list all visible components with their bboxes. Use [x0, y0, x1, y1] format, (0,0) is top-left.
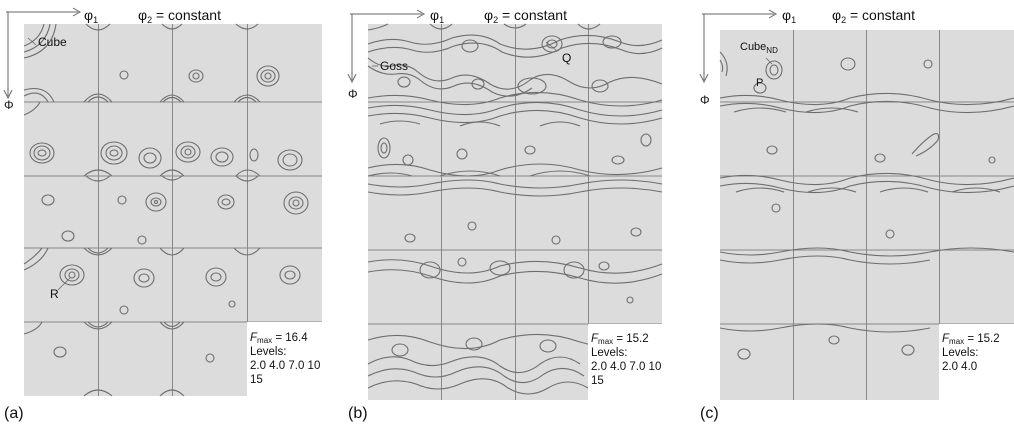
odf-axes-a	[3, 7, 82, 100]
odf-contours-a	[23, 23, 309, 397]
phi2-constant-label-c: φ2 = constant	[832, 7, 915, 25]
levels-title-b: Levels:	[591, 347, 627, 359]
levels-line1-a: 2.0 4.0 7.0 10	[250, 360, 320, 372]
annotation-cube-a: Cube	[38, 35, 67, 49]
odf-panel-b: φ1 φ2 = constant Φ Goss Q Fmax = 15.2 Le…	[347, 7, 663, 422]
odf-axes-b	[347, 9, 426, 84]
annotation-goss-b: Goss	[380, 59, 408, 73]
panel-label-b: (b)	[348, 405, 368, 422]
levels-line2-a: 15	[250, 374, 263, 386]
levels-title-a: Levels:	[250, 346, 286, 358]
odf-axes-c	[699, 9, 778, 84]
odf-leaders-b	[372, 41, 557, 67]
odf-panel-c: φ1 φ2 = constant Φ CubeND P Fmax = 15.2 …	[699, 7, 1014, 422]
odf-section-grid-a	[24, 24, 322, 396]
phi2-constant-label-a: φ2 = constant	[138, 7, 221, 25]
phi1-axis-label-a: φ1	[84, 7, 98, 25]
odf-leaders-a	[27, 37, 71, 291]
annotation-q-b: Q	[562, 51, 571, 65]
odf-contours-b	[367, 23, 663, 395]
odf-leaders-c	[765, 57, 773, 65]
annotation-r-a: R	[50, 287, 59, 301]
annotation-cube-nd-c: CubeND	[740, 41, 778, 55]
levels-line1-c: 2.0 4.0	[942, 361, 977, 373]
odf-contours-c	[719, 51, 1014, 360]
Phi-axis-label-a: Φ	[4, 98, 14, 112]
panel-label-c: (c)	[700, 405, 719, 422]
fmax-b: Fmax = 15.2	[591, 333, 649, 346]
phi2-constant-label-b: φ2 = constant	[484, 7, 567, 25]
levels-line1-b: 2.0 4.0 7.0 10	[591, 361, 661, 373]
phi1-axis-label-b: φ1	[430, 7, 444, 25]
phi1-axis-label-c: φ1	[782, 7, 796, 25]
fmax-a: Fmax = 16.4	[250, 332, 308, 345]
annotation-p-c: P	[756, 77, 763, 89]
legend-box-c: Fmax = 15.2 Levels: 2.0 4.0	[939, 324, 1014, 400]
legend-box-b: Fmax = 15.2 Levels: 2.0 4.0 7.0 10 15	[588, 324, 662, 400]
Phi-axis-label-b: Φ	[348, 87, 358, 101]
odf-panel-a: φ1 φ2 = constant Φ Cube R Fmax = 16.4 Le…	[3, 7, 322, 422]
Phi-axis-label-c: Φ	[700, 93, 710, 107]
legend-box-a: Fmax = 16.4 Levels: 2.0 4.0 7.0 10 15	[247, 322, 322, 396]
levels-line2-b: 15	[591, 375, 604, 387]
levels-title-c: Levels:	[942, 347, 978, 359]
fmax-c: Fmax = 15.2	[942, 333, 1000, 346]
panel-label-a: (a)	[4, 405, 24, 422]
